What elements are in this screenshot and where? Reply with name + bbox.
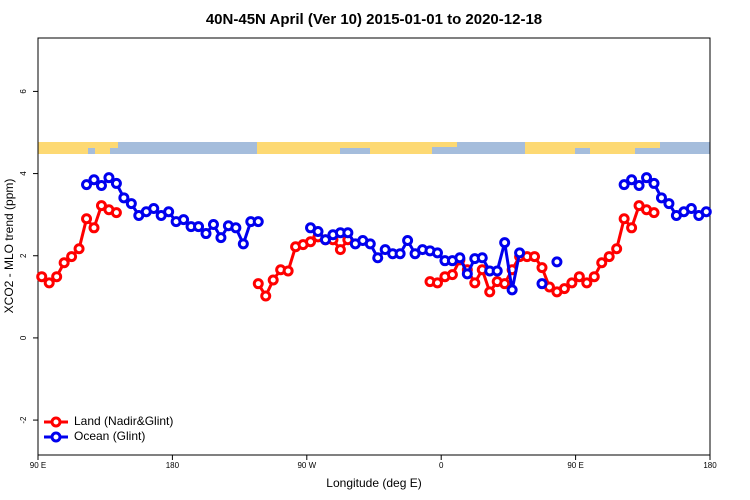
point (88, 174, 100, 186)
point (618, 179, 630, 191)
land-ocean-strip (38, 142, 710, 154)
legend-marker (50, 416, 62, 428)
point (700, 206, 712, 218)
point (491, 265, 503, 277)
legend-label: Land (Nadir&Glint) (74, 414, 173, 428)
point (573, 271, 585, 283)
point (499, 237, 511, 249)
point (394, 248, 406, 260)
x-tick-label: 90 W (297, 461, 316, 470)
point (558, 283, 570, 295)
point (596, 257, 608, 269)
point (626, 174, 638, 186)
point (110, 207, 122, 219)
legend-label: Ocean (Glint) (74, 429, 145, 443)
point (305, 236, 317, 248)
point (282, 265, 294, 277)
point (58, 257, 70, 269)
point (499, 278, 511, 290)
point (260, 290, 272, 302)
y-tick-label: 4 (19, 171, 28, 176)
y-tick-label: 6 (19, 89, 28, 94)
point (641, 172, 653, 184)
point (431, 277, 443, 289)
x-tick-label: 0 (439, 461, 444, 470)
series-line (85, 176, 707, 292)
point (469, 277, 481, 289)
point (36, 271, 48, 283)
point (372, 252, 384, 264)
point (334, 244, 346, 256)
point (588, 271, 600, 283)
point (484, 286, 496, 298)
point (655, 192, 667, 204)
point (648, 177, 660, 189)
point (529, 251, 541, 263)
point (581, 277, 593, 289)
series-line (40, 204, 655, 298)
point (319, 234, 331, 246)
point (633, 179, 645, 191)
point (514, 247, 526, 259)
point (66, 251, 78, 263)
point (148, 202, 160, 214)
plot-frame (37, 37, 711, 456)
point (252, 216, 264, 228)
point (237, 238, 249, 250)
point (193, 221, 205, 233)
point (446, 269, 458, 281)
point (402, 235, 414, 247)
point (43, 277, 55, 289)
point (95, 179, 107, 191)
point (611, 243, 623, 255)
point (81, 213, 93, 225)
point (663, 198, 675, 210)
point (618, 213, 630, 225)
point (163, 206, 175, 218)
point (506, 284, 518, 296)
point (118, 192, 130, 204)
point (551, 256, 563, 268)
y-tick-label: 0 (19, 335, 28, 340)
point (110, 177, 122, 189)
x-tick-label: 180 (703, 461, 717, 470)
point (648, 207, 660, 219)
point (536, 278, 548, 290)
point (252, 278, 264, 290)
point (431, 247, 443, 259)
point (88, 222, 100, 234)
point (454, 252, 466, 264)
point (81, 179, 93, 191)
x-tick-label: 180 (166, 461, 180, 470)
point (267, 274, 279, 286)
point (603, 251, 615, 263)
point (626, 222, 638, 234)
x-axis-label: Longitude (deg E) (326, 476, 421, 490)
point (312, 226, 324, 238)
point (566, 277, 578, 289)
point (178, 214, 190, 226)
point (685, 202, 697, 214)
point (207, 219, 219, 231)
y-tick-label: 2 (19, 253, 28, 258)
point (342, 227, 354, 239)
y-axis-label: XCO2 - MLO trend (ppm) (2, 179, 16, 314)
point (364, 238, 376, 250)
point (200, 228, 212, 240)
point (461, 268, 473, 280)
point (215, 232, 227, 244)
legend-marker (50, 431, 62, 443)
x-tick-label: 90 E (30, 461, 46, 470)
point (476, 252, 488, 264)
point (51, 271, 63, 283)
point (125, 198, 137, 210)
y-tick-label: -2 (19, 416, 28, 424)
point (103, 172, 115, 184)
chart-title: 40N-45N April (Ver 10) 2015-01-01 to 202… (206, 11, 542, 28)
point (230, 222, 242, 234)
point (536, 262, 548, 274)
point (73, 243, 85, 255)
x-tick-label: 90 E (567, 461, 583, 470)
